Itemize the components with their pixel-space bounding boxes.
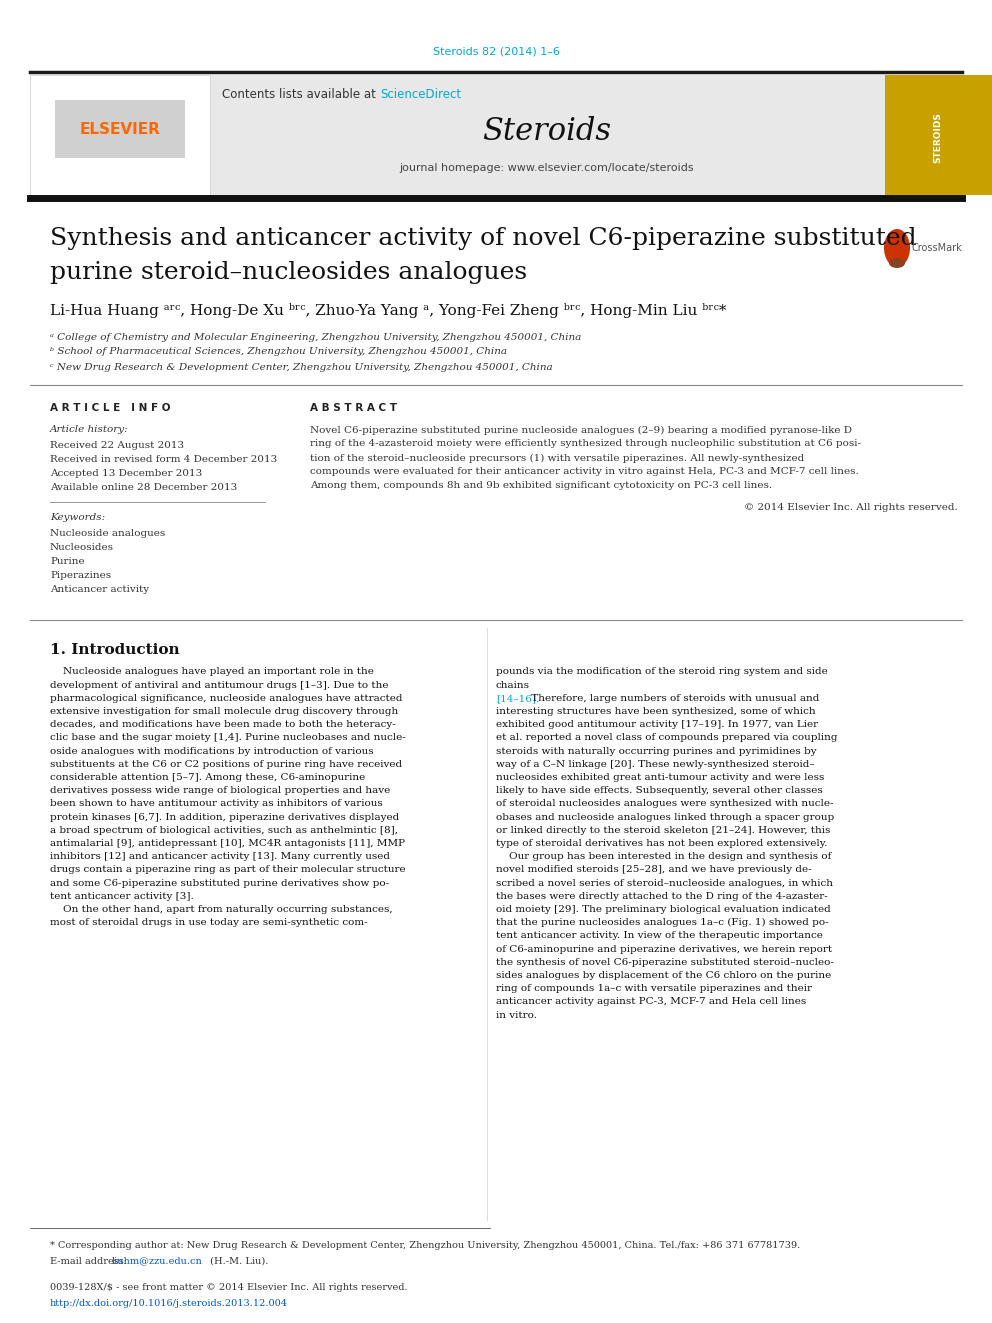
Text: ring of compounds 1a–c with versatile piperazines and their: ring of compounds 1a–c with versatile pi… (496, 984, 812, 994)
Text: tent anticancer activity. In view of the therapeutic importance: tent anticancer activity. In view of the… (496, 931, 823, 941)
Text: CrossMark: CrossMark (912, 243, 963, 253)
Text: Steroids: Steroids (482, 116, 611, 147)
Text: 0039-128X/$ - see front matter © 2014 Elsevier Inc. All rights reserved.: 0039-128X/$ - see front matter © 2014 El… (50, 1283, 408, 1293)
Text: liuhm@zzu.edu.cn: liuhm@zzu.edu.cn (112, 1257, 202, 1266)
Text: Available online 28 December 2013: Available online 28 December 2013 (50, 483, 237, 492)
Ellipse shape (884, 229, 910, 267)
Text: of C6-aminopurine and piperazine derivatives, we herein report: of C6-aminopurine and piperazine derivat… (496, 945, 832, 954)
Text: Article history:: Article history: (50, 426, 129, 434)
Text: Received in revised form 4 December 2013: Received in revised form 4 December 2013 (50, 455, 277, 464)
Text: A R T I C L E   I N F O: A R T I C L E I N F O (50, 404, 171, 413)
Text: obases and nucleoside analogues linked through a spacer group: obases and nucleoside analogues linked t… (496, 812, 834, 822)
Ellipse shape (889, 258, 905, 269)
Text: in vitro.: in vitro. (496, 1011, 537, 1020)
Text: ELSEVIER: ELSEVIER (79, 123, 161, 138)
Text: tent anticancer activity [3].: tent anticancer activity [3]. (50, 892, 193, 901)
Text: that the purine nucleosides analogues 1a–c (Fig. 1) showed po-: that the purine nucleosides analogues 1a… (496, 918, 828, 927)
Text: Steroids 82 (2014) 1–6: Steroids 82 (2014) 1–6 (433, 48, 559, 57)
Text: been shown to have antitumour activity as inhibitors of various: been shown to have antitumour activity a… (50, 799, 383, 808)
Text: pounds via the modification of the steroid ring system and side: pounds via the modification of the stero… (496, 668, 827, 676)
Text: most of steroidal drugs in use today are semi-synthetic com-: most of steroidal drugs in use today are… (50, 918, 368, 927)
Text: protein kinases [6,7]. In addition, piperazine derivatives displayed: protein kinases [6,7]. In addition, pipe… (50, 812, 399, 822)
Text: the synthesis of novel C6-piperazine substituted steroid–nucleo-: the synthesis of novel C6-piperazine sub… (496, 958, 834, 967)
Text: ᶜ New Drug Research & Development Center, Zhengzhou University, Zhengzhou 450001: ᶜ New Drug Research & Development Center… (50, 363, 553, 372)
Text: compounds were evaluated for their anticancer activity in vitro against Hela, PC: compounds were evaluated for their antic… (310, 467, 859, 476)
Text: ᵇ School of Pharmaceutical Sciences, Zhengzhou University, Zhengzhou 450001, Chi: ᵇ School of Pharmaceutical Sciences, Zhe… (50, 348, 507, 356)
Text: derivatives possess wide range of biological properties and have: derivatives possess wide range of biolog… (50, 786, 390, 795)
Text: ᵃ College of Chemistry and Molecular Engineering, Zhengzhou University, Zhengzho: ᵃ College of Chemistry and Molecular Eng… (50, 332, 581, 341)
Text: oid moiety [29]. The preliminary biological evaluation indicated: oid moiety [29]. The preliminary biologi… (496, 905, 830, 914)
Text: E-mail address:: E-mail address: (50, 1257, 130, 1266)
Text: Li-Hua Huang ᵃʳᶜ, Hong-De Xu ᵇʳᶜ, Zhuo-Ya Yang ᵃ, Yong-Fei Zheng ᵇʳᶜ, Hong-Min L: Li-Hua Huang ᵃʳᶜ, Hong-De Xu ᵇʳᶜ, Zhuo-Y… (50, 303, 726, 318)
Text: [14–16].: [14–16]. (496, 693, 540, 703)
Text: Synthesis and anticancer activity of novel C6-piperazine substituted: Synthesis and anticancer activity of nov… (50, 226, 917, 250)
Text: exhibited good antitumour activity [17–19]. In 1977, van Lier: exhibited good antitumour activity [17–1… (496, 720, 818, 729)
Bar (210, 75, 885, 194)
Text: Nucleoside analogues have played an important role in the: Nucleoside analogues have played an impo… (50, 668, 374, 676)
Text: decades, and modifications have been made to both the heteracy-: decades, and modifications have been mad… (50, 720, 396, 729)
Text: Piperazines: Piperazines (50, 572, 111, 581)
Text: ring of the 4-azasteroid moiety were efficiently synthesized through nucleophili: ring of the 4-azasteroid moiety were eff… (310, 439, 861, 448)
Text: et al. reported a novel class of compounds prepared via coupling: et al. reported a novel class of compoun… (496, 733, 837, 742)
Text: anticancer activity against PC-3, MCF-7 and Hela cell lines: anticancer activity against PC-3, MCF-7 … (496, 998, 806, 1007)
Text: tion of the steroid–nucleoside precursors (1) with versatile piperazines. All ne: tion of the steroid–nucleoside precursor… (310, 454, 805, 463)
Text: way of a C–N linkage [20]. These newly-synthesized steroid–: way of a C–N linkage [20]. These newly-s… (496, 759, 814, 769)
Text: chains: chains (496, 681, 530, 689)
Text: (H.-M. Liu).: (H.-M. Liu). (207, 1257, 269, 1266)
Text: journal homepage: www.elsevier.com/locate/steroids: journal homepage: www.elsevier.com/locat… (400, 163, 694, 173)
Text: interesting structures have been synthesized, some of which: interesting structures have been synthes… (496, 706, 815, 716)
Text: a broad spectrum of biological activities, such as anthelmintic [8],: a broad spectrum of biological activitie… (50, 826, 398, 835)
Text: inhibitors [12] and anticancer activity [13]. Many currently used: inhibitors [12] and anticancer activity … (50, 852, 390, 861)
Bar (55, 101, 185, 157)
Text: novel modified steroids [25–28], and we have previously de-: novel modified steroids [25–28], and we … (496, 865, 811, 875)
Text: STEROIDS: STEROIDS (933, 112, 942, 164)
Text: * Corresponding author at: New Drug Research & Development Center, Zhengzhou Uni: * Corresponding author at: New Drug Rese… (50, 1241, 801, 1250)
Text: © 2014 Elsevier Inc. All rights reserved.: © 2014 Elsevier Inc. All rights reserved… (744, 504, 958, 512)
Text: drugs contain a piperazine ring as part of their molecular structure: drugs contain a piperazine ring as part … (50, 865, 406, 875)
Text: antimalarial [9], antidepressant [10], MC4R antagonists [11], MMP: antimalarial [9], antidepressant [10], M… (50, 839, 405, 848)
Text: type of steroidal derivatives has not been explored extensively.: type of steroidal derivatives has not be… (496, 839, 827, 848)
Text: the bases were directly attached to the D ring of the 4-azaster-: the bases were directly attached to the … (496, 892, 827, 901)
Text: Among them, compounds 8h and 9b exhibited significant cytotoxicity on PC-3 cell : Among them, compounds 8h and 9b exhibite… (310, 482, 772, 491)
Bar (885, 75, 992, 194)
Text: Accepted 13 December 2013: Accepted 13 December 2013 (50, 470, 202, 479)
Text: A B S T R A C T: A B S T R A C T (310, 404, 397, 413)
Text: clic base and the sugar moiety [1,4]. Purine nucleobases and nucle-: clic base and the sugar moiety [1,4]. Pu… (50, 733, 406, 742)
Text: Purine: Purine (50, 557, 84, 566)
Text: oside analogues with modifications by introduction of various: oside analogues with modifications by in… (50, 746, 374, 755)
Text: scribed a novel series of steroid–nucleoside analogues, in which: scribed a novel series of steroid–nucleo… (496, 878, 833, 888)
Text: Nucleoside analogues: Nucleoside analogues (50, 529, 166, 538)
Text: sides analogues by displacement of the C6 chloro on the purine: sides analogues by displacement of the C… (496, 971, 831, 980)
Text: Our group has been interested in the design and synthesis of: Our group has been interested in the des… (496, 852, 831, 861)
Text: Therefore, large numbers of steroids with unusual and: Therefore, large numbers of steroids wit… (528, 693, 819, 703)
Text: On the other hand, apart from naturally occurring substances,: On the other hand, apart from naturally … (50, 905, 393, 914)
Text: substituents at the C6 or C2 positions of purine ring have received: substituents at the C6 or C2 positions o… (50, 759, 402, 769)
Text: Novel C6-piperazine substituted purine nucleoside analogues (2–9) bearing a modi: Novel C6-piperazine substituted purine n… (310, 426, 852, 434)
Text: or linked directly to the steroid skeleton [21–24]. However, this: or linked directly to the steroid skelet… (496, 826, 830, 835)
Text: 1. Introduction: 1. Introduction (50, 643, 180, 658)
Text: steroids with naturally occurring purines and pyrimidines by: steroids with naturally occurring purine… (496, 746, 816, 755)
Bar (30, 75, 210, 194)
Text: extensive investigation for small molecule drug discovery through: extensive investigation for small molecu… (50, 706, 398, 716)
Text: Nucleosides: Nucleosides (50, 544, 114, 553)
Text: Anticancer activity: Anticancer activity (50, 586, 149, 594)
Text: Keywords:: Keywords: (50, 513, 105, 523)
Text: of steroidal nucleosides analogues were synthesized with nucle-: of steroidal nucleosides analogues were … (496, 799, 833, 808)
Text: and some C6-piperazine substituted purine derivatives show po-: and some C6-piperazine substituted purin… (50, 878, 389, 888)
Text: ScienceDirect: ScienceDirect (380, 89, 461, 102)
Text: likely to have side effects. Subsequently, several other classes: likely to have side effects. Subsequentl… (496, 786, 822, 795)
Text: http://dx.doi.org/10.1016/j.steroids.2013.12.004: http://dx.doi.org/10.1016/j.steroids.201… (50, 1298, 288, 1307)
Text: development of antiviral and antitumour drugs [1–3]. Due to the: development of antiviral and antitumour … (50, 681, 389, 689)
Text: pharmacological significance, nucleoside analogues have attracted: pharmacological significance, nucleoside… (50, 693, 403, 703)
Text: nucleosides exhibited great anti-tumour activity and were less: nucleosides exhibited great anti-tumour … (496, 773, 824, 782)
Text: Received 22 August 2013: Received 22 August 2013 (50, 442, 185, 451)
Text: Contents lists available at: Contents lists available at (222, 89, 380, 102)
Text: considerable attention [5–7]. Among these, C6-aminopurine: considerable attention [5–7]. Among thes… (50, 773, 365, 782)
Text: purine steroid–nucleosides analogues: purine steroid–nucleosides analogues (50, 261, 527, 283)
